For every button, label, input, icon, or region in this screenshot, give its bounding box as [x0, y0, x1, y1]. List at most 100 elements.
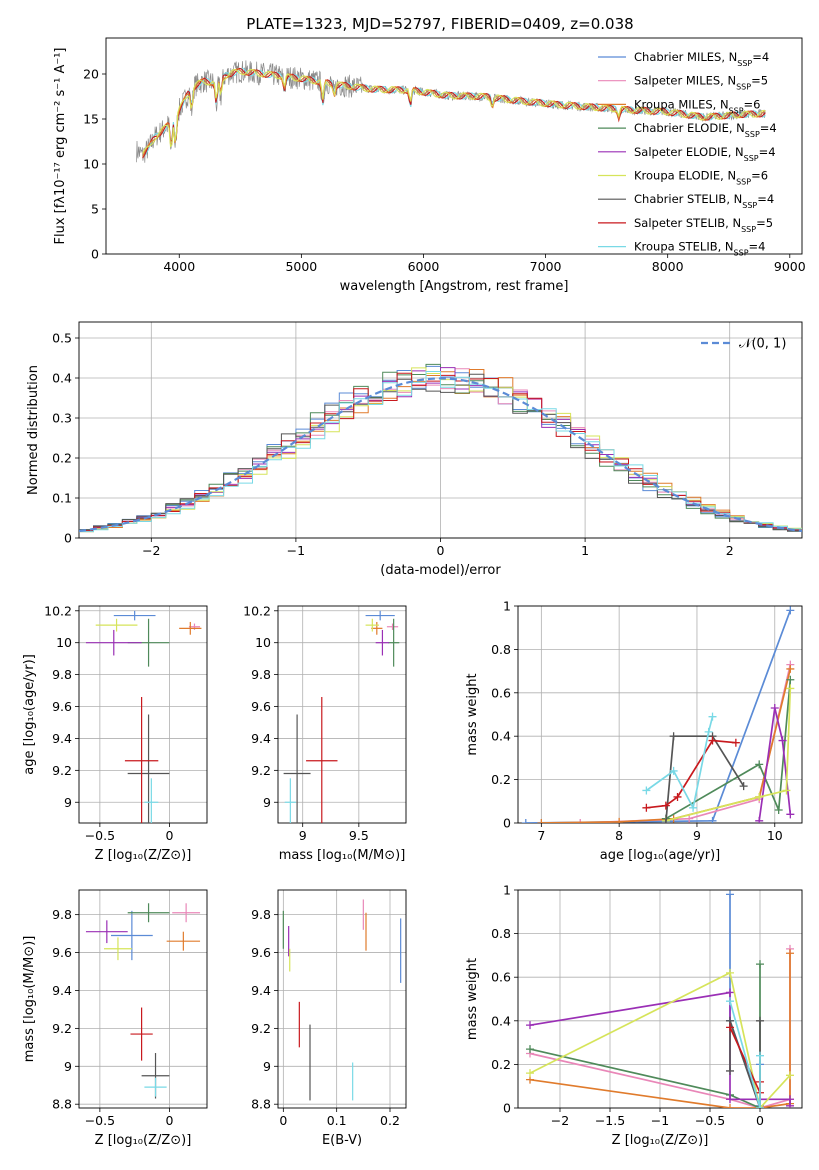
weight-point-marker [661, 819, 670, 823]
y-tick-label: 10 [83, 157, 99, 172]
y-tick-label: 9.8 [251, 667, 271, 682]
weight-point-marker [755, 816, 764, 823]
weight-point-marker [708, 736, 717, 745]
weight-point-marker [689, 803, 698, 812]
x-axis-label: Z [log₁₀(Z/Z⊙)] [612, 1133, 709, 1148]
weight-point-marker [726, 968, 734, 977]
weight-point-marker [526, 1045, 534, 1054]
weight-series-line [665, 688, 792, 822]
age-vs-Z-panel: −0.5 0 9 9.2 9.4 9.6 9.8 10 10.2 Z [log₁₀(Z/Z⊙)] a… [22, 603, 208, 863]
x-tick-label: −1.5 [595, 1113, 625, 1128]
weight-point-marker [708, 816, 717, 823]
weight-point-marker [661, 801, 670, 810]
errorbar-points [85, 903, 201, 1099]
axes-frame [517, 605, 803, 824]
spectrum-curves [136, 60, 766, 163]
y-axis-label: mass [log₁₀(M/M⊙)] [22, 936, 37, 1063]
legend-label: Chabrier MILES, NSSP=4 [634, 50, 769, 68]
axes-frame [277, 889, 407, 1109]
weight-point-marker [576, 819, 585, 823]
x-axis-label: mass [log₁₀(M/M⊙)] [279, 848, 406, 863]
y-tick-label: 9.8 [251, 907, 271, 922]
y-tick-label: 9 [64, 795, 72, 810]
y-tick-label: 0 [503, 1101, 511, 1116]
legend-label: Kroupa ELODIE, NSSP=6 [634, 169, 768, 187]
x-tick-label: 2 [726, 543, 734, 558]
weight-point-marker [756, 1104, 764, 1108]
x-tick-label: 1 [581, 543, 589, 558]
y-tick-label: 5 [91, 202, 99, 217]
axes-frame [78, 321, 803, 539]
weight-point-marker [786, 1101, 794, 1108]
axes-frame [105, 37, 803, 255]
x-tick-label: −0.5 [695, 1113, 725, 1128]
y-tick-label: 0 [91, 247, 99, 262]
weight-point-marker [726, 1104, 734, 1108]
y-tick-label: 0.6 [491, 970, 511, 985]
y-tick-label: 10.2 [44, 603, 72, 618]
histogram-step [79, 373, 802, 532]
weight-series-line [646, 739, 736, 809]
x-tick-label: 8 [615, 828, 623, 843]
weight-point-marker [778, 736, 787, 745]
weight-point-marker [669, 766, 678, 775]
y-tick-label: 8.8 [251, 1097, 271, 1112]
y-tick-label: 1 [503, 599, 511, 614]
weight-point-marker [669, 732, 678, 741]
y-tick-label: 9.2 [251, 763, 271, 778]
weight-point-marker [726, 890, 734, 899]
x-tick-label: 8000 [652, 259, 684, 274]
y-tick-label: 9 [64, 1059, 72, 1074]
residuals-panel: −2 −1 0 1 2 0 0.1 0.2 0.3 0.4 0.5 (data-model)/erro… [26, 321, 803, 578]
y-tick-label: 0.2 [52, 451, 72, 466]
weight-series-line [664, 735, 745, 823]
y-axis-label: Flux [fλ10⁻¹⁷ erg cm⁻² s⁻¹ A⁻¹] [53, 48, 68, 245]
x-tick-label: 0 [165, 828, 173, 843]
weight-point-marker [755, 760, 764, 769]
x-tick-label: −2 [551, 1113, 569, 1128]
x-tick-label: 0 [165, 1113, 173, 1128]
x-tick-label: −1 [651, 1113, 669, 1128]
x-tick-label: 9 [693, 828, 701, 843]
weight-series-line [729, 894, 761, 1107]
y-tick-label: 9.2 [52, 763, 72, 778]
y-tick-label: 8.8 [52, 1097, 72, 1112]
mass-vs-Z-panel: −0.5 0 8.8 9 9.2 9.4 9.6 9.8 Z [log₁₀(Z/Z⊙)] mass… [22, 889, 208, 1148]
x-tick-label: 9 [299, 828, 307, 843]
plots-root: 4000 5000 6000 7000 8000 900005101520waveleng… [22, 37, 806, 1148]
x-tick-label: 6000 [408, 259, 440, 274]
weight-point-marker [782, 786, 791, 795]
weight-point-marker [755, 792, 764, 801]
weight-lines [526, 890, 794, 1108]
weight-point-marker [726, 997, 734, 1006]
legend-label: Kroupa STELIB, NSSP=4 [634, 240, 765, 258]
weight-series-line [665, 679, 792, 820]
y-tick-label: 0.8 [491, 642, 511, 657]
y-axis-label: mass weight [465, 673, 480, 755]
y-tick-label: 15 [83, 112, 99, 127]
weight-point-marker [786, 606, 795, 615]
y-tick-label: 0.2 [491, 772, 511, 787]
y-tick-label: 9.6 [52, 945, 72, 960]
weight-vs-age-panel: 7 8 9 10 0 0.2 0.4 0.6 0.8 1 age [log₁₀(age/yr)] ma… [465, 599, 803, 863]
x-tick-label: 5000 [285, 259, 317, 274]
errorbar-points [282, 899, 402, 1101]
weight-point-marker [521, 819, 530, 823]
legend-label: Chabrier STELIB, NSSP=4 [634, 192, 774, 210]
weight-point-marker [726, 988, 734, 997]
weight-point-marker [756, 1051, 764, 1060]
x-axis-label: Z [log₁₀(Z/Z⊙)] [95, 1133, 192, 1148]
weight-series-line [525, 610, 792, 823]
axes-frame [78, 889, 208, 1109]
weight-point-marker [708, 712, 717, 721]
x-tick-label: 0 [756, 1113, 764, 1128]
y-tick-label: 9.6 [52, 699, 72, 714]
x-tick-label: −2 [142, 543, 160, 558]
y-tick-label: 10 [56, 635, 72, 650]
axes-frame [78, 605, 208, 824]
weight-lines [521, 606, 795, 823]
x-axis-label: (data-model)/error [380, 563, 501, 578]
weight-series-line [529, 971, 791, 1108]
y-tick-label: 9.8 [52, 907, 72, 922]
